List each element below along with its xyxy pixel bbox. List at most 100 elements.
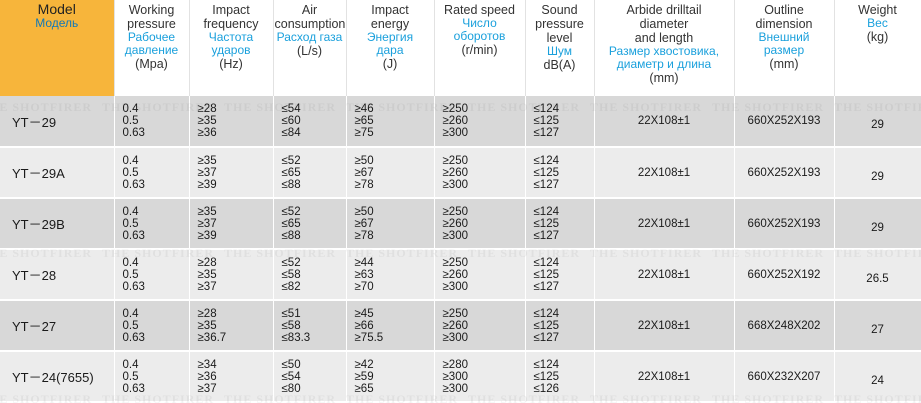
impact-energy-cell-value: ≥65 (354, 115, 374, 127)
drilltail-cell: 22X108±1 (594, 249, 735, 301)
model-cell: YT－29A (0, 147, 115, 199)
rated-speed-cell-value: ≥300 (442, 331, 469, 344)
outline-dimension-cell: 660X252X193 (734, 147, 835, 199)
header-outline-unit: (mm) (769, 57, 799, 71)
model-cell: YT－29 (0, 96, 115, 148)
header-air-consumption-ru: Расход газа (276, 30, 343, 44)
pressure-cell-value: 0.4 (122, 256, 139, 269)
header-outline-ru: Внешний размер (758, 30, 810, 57)
weight-cell: 27 (834, 300, 921, 352)
air-consumption-cell-value: ≤52 (281, 154, 301, 167)
rated-speed-cell-value: ≥280 (442, 358, 469, 371)
pressure-cell-value: 0.63 (122, 331, 145, 344)
table-row: YT－24(7655) 0.4 0.5 0.63 ≥34 ≥36 ≥37 ≤50 ≤54 ≤80 ≥… (0, 351, 921, 403)
rated-speed-cell-value: ≥300 (442, 229, 469, 242)
header-rated-speed-unit: (r/min) (461, 43, 498, 57)
air-consumption-cell: ≤51 ≤58 ≤83.3 (273, 300, 347, 352)
header-impact-frequency: Impact frequency Частота ударов (Hz) (189, 0, 274, 96)
sound-level-cell-value: ≤126 (533, 382, 560, 395)
sound-level-cell: ≤124 ≤125 ≤127 (525, 147, 595, 199)
sound-level-cell-value: ≤124 (533, 358, 560, 371)
air-consumption-cell-value: ≤50 (281, 358, 301, 371)
pressure-cell-value: 0.5 (122, 217, 139, 230)
sound-level-cell-value: ≤125 (533, 217, 560, 230)
header-air-consumption-unit: (L/s) (297, 44, 322, 58)
table-body: YT－29 0.4 0.5 0.63 ≥28 ≥35 ≥36 ≤54 ≤60 ≤84 ≥46 ≥65 ≥… (0, 96, 921, 403)
model-cell: YT－29B (0, 198, 115, 250)
impact-energy-cell-value: ≥45 (354, 307, 374, 320)
pressure-cell-value: 0.5 (122, 166, 139, 179)
drilltail-cell: 22X108±1 (594, 147, 735, 199)
rated-speed-cell-value: ≥260 (442, 319, 469, 332)
pressure-cell: 0.4 0.5 0.63 (114, 249, 190, 301)
air-consumption-cell: ≤52 ≤65 ≤88 (273, 147, 347, 199)
air-consumption-cell: ≤52 ≤65 ≤88 (273, 198, 347, 250)
sound-level-cell-value: ≤125 (533, 319, 560, 332)
pressure-cell-value: 0.5 (122, 268, 139, 281)
table-row: YT－29B 0.4 0.5 0.63 ≥35 ≥37 ≥39 ≤52 ≤65 ≤88 ≥50 ≥67… (0, 198, 921, 250)
air-consumption-cell-value: ≤65 (281, 217, 301, 230)
drilltail-cell: 22X108±1 (594, 96, 735, 148)
impact-energy-cell-value: ≥63 (354, 268, 374, 281)
header-model-en: Model (37, 1, 76, 17)
frequency-cell-value: ≥35 (197, 268, 217, 281)
impact-energy-cell: ≥50 ≥67 ≥78 (346, 147, 435, 199)
table-row: YT－27 0.4 0.5 0.63 ≥28 ≥35 ≥36.7 ≤51 ≤58 ≤83.3 ≥45… (0, 300, 921, 352)
sound-level-cell: ≤124 ≤125 ≤126 (525, 351, 595, 403)
drilltail-cell: 22X108±1 (594, 351, 735, 403)
table-row: YT－29A 0.4 0.5 0.63 ≥35 ≥37 ≥39 ≤52 ≤65 ≤88 ≥50 ≥67… (0, 147, 921, 199)
impact-energy-cell-value: ≥75.5 (354, 331, 384, 344)
rated-speed-cell: ≥250 ≥260 ≥300 (434, 300, 526, 352)
pressure-cell-value: 0.63 (122, 382, 145, 395)
air-consumption-cell-value: ≤84 (281, 127, 301, 139)
frequency-cell-value: ≥28 (197, 307, 217, 320)
outline-dimension-cell: 660X232X207 (734, 351, 835, 403)
rated-speed-cell: ≥250 ≥260 ≥300 (434, 147, 526, 199)
header-air-consumption: Air consumption Расход газа (L/s) (273, 0, 347, 96)
table-row: YT－29 0.4 0.5 0.63 ≥28 ≥35 ≥36 ≤54 ≤60 ≤84 ≥46 ≥65 ≥… (0, 96, 921, 148)
header-drilltail-ru: Размер хвостовика, диаметр и длина (608, 44, 720, 71)
rated-speed-cell: ≥250 ≥260 ≥300 (434, 249, 526, 301)
outline-dimension-cell: 660X252X193 (734, 198, 835, 250)
header-impact-frequency-unit: (Hz) (219, 57, 243, 71)
header-rated-speed: Rated speed Число оборотов (r/min) (434, 0, 526, 96)
air-consumption-cell-value: ≤88 (281, 178, 301, 191)
pressure-cell: 0.4 0.5 0.63 (114, 198, 190, 250)
air-consumption-cell: ≤54 ≤60 ≤84 (273, 96, 347, 148)
sound-level-cell-value: ≤127 (533, 331, 560, 344)
header-rated-speed-en: Rated speed (444, 3, 515, 17)
pressure-cell: 0.4 0.5 0.63 (114, 96, 190, 148)
impact-energy-cell: ≥44 ≥63 ≥70 (346, 249, 435, 301)
pressure-cell-value: 0.4 (122, 154, 139, 167)
table-row: YT－28 0.4 0.5 0.63 ≥28 ≥35 ≥37 ≤52 ≤58 ≤82 ≥44 ≥63 ≥… (0, 249, 921, 301)
header-working-pressure-ru: Рабочее давление (124, 30, 179, 57)
sound-level-cell-value: ≤124 (533, 256, 560, 269)
rated-speed-cell-value: ≥250 (442, 256, 469, 269)
frequency-cell-value: ≥35 (197, 319, 217, 332)
frequency-cell: ≥35 ≥37 ≥39 (189, 147, 274, 199)
sound-level-cell-value: ≤127 (533, 280, 560, 293)
frequency-cell-value: ≥39 (197, 229, 217, 242)
rated-speed-cell: ≥280 ≥300 ≥300 (434, 351, 526, 403)
rated-speed-cell-value: ≥300 (442, 127, 469, 139)
model-cell: YT－27 (0, 300, 115, 352)
header-impact-frequency-en: Impact frequency (203, 3, 259, 31)
pressure-cell: 0.4 0.5 0.63 (114, 147, 190, 199)
rated-speed-cell-value: ≥250 (442, 103, 469, 115)
rated-speed-cell-value: ≥300 (442, 280, 469, 293)
header-working-pressure-en: Working pressure (127, 3, 176, 31)
frequency-cell-value: ≥28 (197, 256, 217, 269)
header-sound-pressure-unit: dB(A) (543, 58, 576, 72)
header-drilltail: Arbide drilltail diameter and length Раз… (594, 0, 735, 96)
frequency-cell-value: ≥35 (197, 205, 217, 218)
model-cell: YT－24(7655) (0, 351, 115, 403)
air-consumption-cell: ≤52 ≤58 ≤82 (273, 249, 347, 301)
sound-level-cell-value: ≤125 (533, 370, 560, 383)
frequency-cell-value: ≥37 (197, 280, 217, 293)
impact-energy-cell-value: ≥67 (354, 217, 374, 230)
header-impact-frequency-ru: Частота ударов (208, 30, 254, 57)
weight-cell: 29 (834, 198, 921, 250)
pressure-cell-value: 0.5 (122, 319, 139, 332)
header-air-consumption-en: Air consumption (274, 3, 346, 31)
